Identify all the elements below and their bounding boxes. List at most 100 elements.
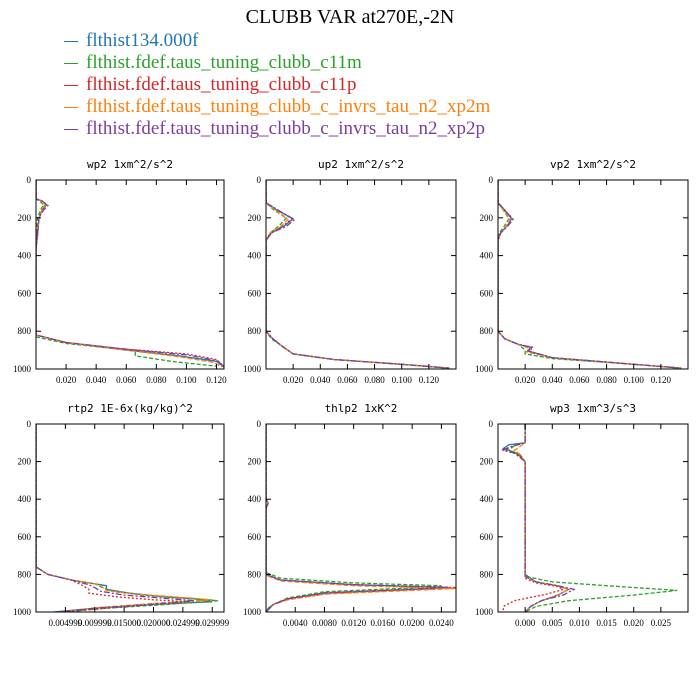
panel: wp2 1xm^2/s^2 0 200 400 600 800 1000 0.020 0.040… xyxy=(13,158,227,385)
x-tick-label: 0.080 xyxy=(364,375,385,385)
y-tick-label: 200 xyxy=(248,213,262,223)
plot-frame xyxy=(265,423,457,613)
panel-title: vp2 1xm^2/s^2 xyxy=(550,158,636,171)
legend-swatch xyxy=(64,62,78,64)
series-line xyxy=(498,180,682,369)
y-tick-label: 800 xyxy=(248,326,262,336)
x-tick-label: 0.080 xyxy=(146,375,167,385)
series-line xyxy=(266,424,449,612)
y-tick-label: 800 xyxy=(248,569,262,579)
series-line xyxy=(501,424,565,612)
x-tick-label: 0.020 xyxy=(283,375,304,385)
series-group xyxy=(498,180,682,369)
y-tick-label: 200 xyxy=(480,213,494,223)
x-tick-label: 0.060 xyxy=(116,375,137,385)
panel: vp2 1xm^2/s^2 0 200 400 600 800 1000 0.020 0.040… xyxy=(475,158,689,385)
x-tick-label: 0.040 xyxy=(310,375,331,385)
y-tick-label: 1000 xyxy=(13,607,32,617)
series-line xyxy=(36,180,217,367)
plot-frame xyxy=(497,423,689,613)
x-tick-label: 0.120 xyxy=(206,375,227,385)
x-tick-label: 0.100 xyxy=(624,375,645,385)
legend-item: flthist.fdef.taus_tuning_clubb_c_invrs_t… xyxy=(64,118,490,140)
x-tick-label: 0.040 xyxy=(86,375,107,385)
series-line xyxy=(498,180,682,369)
legend-label: flthist.fdef.taus_tuning_clubb_c11m xyxy=(86,52,362,73)
x-tick-label: 0.0040 xyxy=(283,618,308,628)
series-line xyxy=(266,180,450,369)
plot-frame xyxy=(35,179,225,370)
y-tick-label: 200 xyxy=(18,213,32,223)
x-tick-label: 0.020 xyxy=(56,375,77,385)
series-group xyxy=(266,424,456,612)
series-line xyxy=(498,180,682,369)
panel: rtp2 1E-6x(kg/kg)^2 0 200 400 600 800 1000 0.00… xyxy=(13,402,230,628)
series-group xyxy=(36,180,224,368)
y-tick-label: 0 xyxy=(257,175,262,185)
legend-item: flthist.fdef.taus_tuning_clubb_c_invrs_t… xyxy=(64,96,490,118)
plot-frame xyxy=(497,179,689,370)
legend-label: flthist134.000f xyxy=(86,30,199,51)
series-group xyxy=(501,424,678,612)
y-tick-label: 800 xyxy=(480,569,494,579)
x-tick-label: 0.009999 xyxy=(78,618,112,628)
y-tick-label: 400 xyxy=(480,251,494,261)
series-line xyxy=(36,180,223,368)
x-tick-label: 0.024999 xyxy=(166,618,200,628)
legend-item: flthist.fdef.taus_tuning_clubb_c11p xyxy=(64,74,490,96)
y-tick-label: 1000 xyxy=(243,364,262,374)
legend: flthist134.000f flthist.fdef.taus_tuning… xyxy=(64,30,490,140)
x-tick-label: 0.0160 xyxy=(371,618,396,628)
y-tick-label: 600 xyxy=(18,532,32,542)
series-line xyxy=(36,424,189,612)
x-tick-label: 0.060 xyxy=(569,375,590,385)
x-tick-label: 0.025 xyxy=(651,618,672,628)
x-tick-label: 0.080 xyxy=(596,375,617,385)
x-tick-label: 0.0080 xyxy=(312,618,337,628)
series-line xyxy=(266,180,450,369)
x-tick-label: 0.020 xyxy=(515,375,536,385)
legend-swatch xyxy=(64,40,78,42)
y-tick-label: 600 xyxy=(18,288,32,298)
y-tick-label: 400 xyxy=(480,494,494,504)
y-tick-label: 800 xyxy=(18,569,32,579)
panel: thlp2 1xK^2 0 200 400 600 800 1000 0.0040 0.0080… xyxy=(243,402,457,628)
series-line xyxy=(36,424,213,612)
series-group xyxy=(36,424,219,612)
x-tick-label: 0.020 xyxy=(624,618,645,628)
y-tick-label: 200 xyxy=(480,457,494,467)
series-line xyxy=(266,180,450,369)
x-tick-label: 0.004999 xyxy=(49,618,83,628)
y-tick-label: 600 xyxy=(248,288,262,298)
series-line xyxy=(266,424,456,612)
series-group xyxy=(266,180,450,369)
panel: up2 1xm^2/s^2 0 200 400 600 800 1000 0.020 0.040… xyxy=(243,158,457,385)
x-tick-label: 0.0240 xyxy=(429,618,454,628)
x-tick-label: 0.0200 xyxy=(400,618,425,628)
y-tick-label: 0 xyxy=(257,419,262,429)
x-tick-label: 0.100 xyxy=(392,375,413,385)
plot-frame xyxy=(35,423,225,613)
panel-title: wp2 1xm^2/s^2 xyxy=(87,158,173,171)
legend-label: flthist.fdef.taus_tuning_clubb_c_invrs_t… xyxy=(86,96,491,117)
legend-label: flthist.fdef.taus_tuning_clubb_c_invrs_t… xyxy=(86,118,485,139)
plot-frame xyxy=(265,179,457,370)
series-line xyxy=(266,424,442,612)
y-tick-label: 800 xyxy=(480,326,494,336)
y-tick-label: 0 xyxy=(27,175,32,185)
series-line xyxy=(498,180,682,369)
y-tick-label: 600 xyxy=(480,532,494,542)
y-tick-label: 600 xyxy=(248,532,262,542)
series-line xyxy=(266,424,456,612)
y-tick-label: 1000 xyxy=(243,607,262,617)
panel-title: thlp2 1xK^2 xyxy=(325,402,398,415)
y-tick-label: 1000 xyxy=(475,364,494,374)
y-tick-label: 200 xyxy=(18,457,32,467)
x-tick-label: 0.015000 xyxy=(107,618,141,628)
series-line xyxy=(36,424,195,612)
panel-title: up2 1xm^2/s^2 xyxy=(318,158,404,171)
y-tick-label: 0 xyxy=(27,419,32,429)
series-line xyxy=(266,180,450,369)
series-line xyxy=(498,180,682,369)
